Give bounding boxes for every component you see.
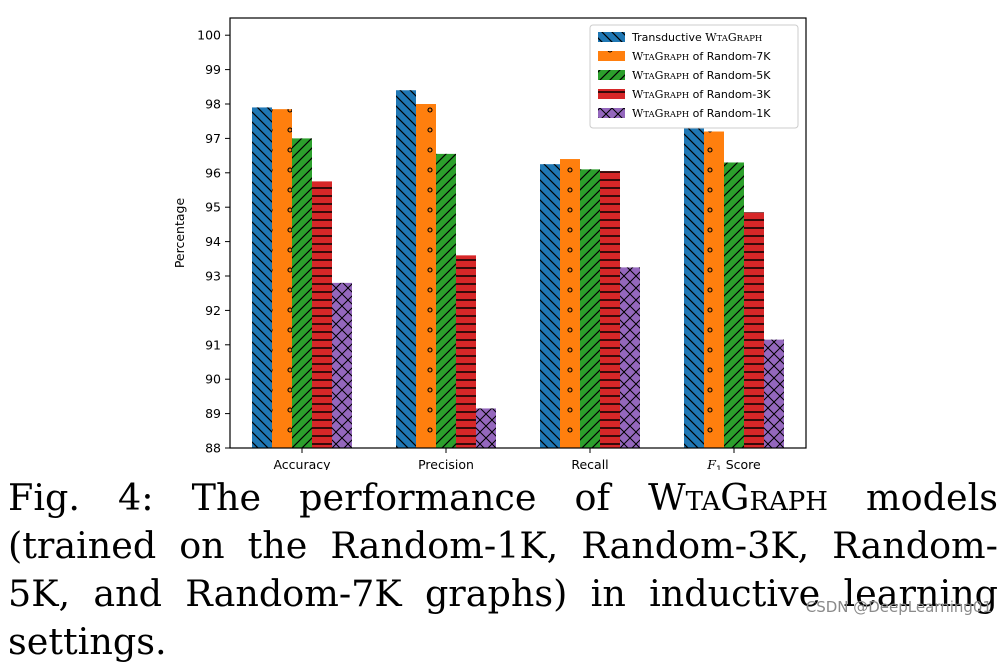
legend-label-wtagraph-of-random-5k: WTAGRAPH of Random-5K <box>632 69 771 82</box>
y-tick-label-88: 88 <box>205 441 221 456</box>
bar-transductive-wtagraph-recall-hatch <box>540 164 560 448</box>
legend-swatch-wtagraph-of-random-3k-hatch <box>598 89 625 99</box>
bar-wtagraph-of-random-7k-recall-hatch <box>560 159 580 449</box>
bar-wtagraph-of-random-7k-accuracy-hatch <box>272 109 292 448</box>
bar-wtagraph-of-random-7k-precision-hatch <box>416 104 436 448</box>
y-tick-label-90: 90 <box>205 372 221 387</box>
legend-label-wtagraph-of-random-3k: WTAGRAPH of Random-3K <box>632 88 771 101</box>
x-tick-label-recall: Recall <box>571 457 608 470</box>
x-tick-label-accuracy: Accuracy <box>273 457 331 470</box>
legend-swatch-wtagraph-of-random-5k-hatch <box>598 70 625 80</box>
y-tick-label-94: 94 <box>205 234 221 249</box>
bar-wtagraph-of-random-3k-precision-hatch <box>456 255 476 448</box>
x-tick-label-precision: Precision <box>418 457 474 470</box>
bar-wtagraph-of-random-1k-precision-hatch <box>476 408 496 448</box>
legend-label-wtagraph-of-random-7k: WTAGRAPH of Random-7K <box>632 50 771 63</box>
caption-prefix: Fig. 4: The performance of <box>8 476 649 519</box>
y-tick-label-98: 98 <box>205 97 221 112</box>
bar-wtagraph-of-random-5k-f1-score-hatch <box>724 162 744 449</box>
y-tick-label-97: 97 <box>205 131 221 146</box>
y-axis-label: Percentage <box>172 198 187 269</box>
plot-frame <box>229 17 807 449</box>
y-tick-label-93: 93 <box>205 269 221 284</box>
bar-wtagraph-of-random-3k-f1-score-hatch <box>744 212 764 448</box>
legend-box <box>589 24 799 129</box>
legend-label-wtagraph-of-random-1k: WTAGRAPH of Random-1K <box>632 107 771 120</box>
legend-swatch-wtagraph-of-random-1k-hatch <box>598 108 625 118</box>
x-tick-label-f1-score: F1 Score <box>706 457 761 470</box>
bar-transductive-wtagraph-f1-score-hatch <box>684 128 704 448</box>
bar-wtagraph-of-random-1k-accuracy-hatch <box>332 282 352 448</box>
y-tick-label-95: 95 <box>205 200 221 215</box>
bar-wtagraph-of-random-1k-f1-score-hatch <box>764 339 784 448</box>
watermark: CSDN @DeepLearning01 <box>805 598 992 616</box>
bar-wtagraph-of-random-5k-recall-hatch <box>580 169 600 449</box>
caption-model-name: WtaGraph <box>648 476 828 519</box>
figure-caption: Fig. 4: The performance of WtaGraph mode… <box>8 474 998 666</box>
bar-wtagraph-of-random-5k-precision-hatch <box>436 153 456 448</box>
bar-wtagraph-of-random-5k-accuracy-hatch <box>292 138 312 448</box>
y-tick-label-96: 96 <box>205 165 221 180</box>
bar-wtagraph-of-random-1k-recall-hatch <box>620 267 640 448</box>
y-tick-label-92: 92 <box>205 303 221 318</box>
y-tick-label-100: 100 <box>197 28 221 43</box>
bar-wtagraph-of-random-3k-accuracy-hatch <box>312 181 332 448</box>
bar-wtagraph-of-random-3k-recall-hatch <box>600 171 620 448</box>
y-tick-label-99: 99 <box>205 62 221 77</box>
bar-transductive-wtagraph-precision-hatch <box>396 90 416 449</box>
bar-transductive-wtagraph-accuracy-hatch <box>252 107 272 448</box>
y-tick-label-89: 89 <box>205 406 221 421</box>
bar-wtagraph-of-random-7k-f1-score-hatch <box>704 131 724 448</box>
legend-swatch-wtagraph-of-random-7k-hatch <box>598 51 625 61</box>
legend-label-transductive-wtagraph: Transductive WTAGRAPH <box>631 31 762 44</box>
legend: Transductive WTAGRAPH WTAGRAPH of Random-… <box>589 24 799 129</box>
legend-swatch-transductive-wtagraph-hatch <box>598 32 625 42</box>
y-tick-label-91: 91 <box>205 337 221 352</box>
bar-chart: 88 89 90 91 92 93 94 95 96 97 98 99 100 Percentage Acc… <box>172 17 807 470</box>
